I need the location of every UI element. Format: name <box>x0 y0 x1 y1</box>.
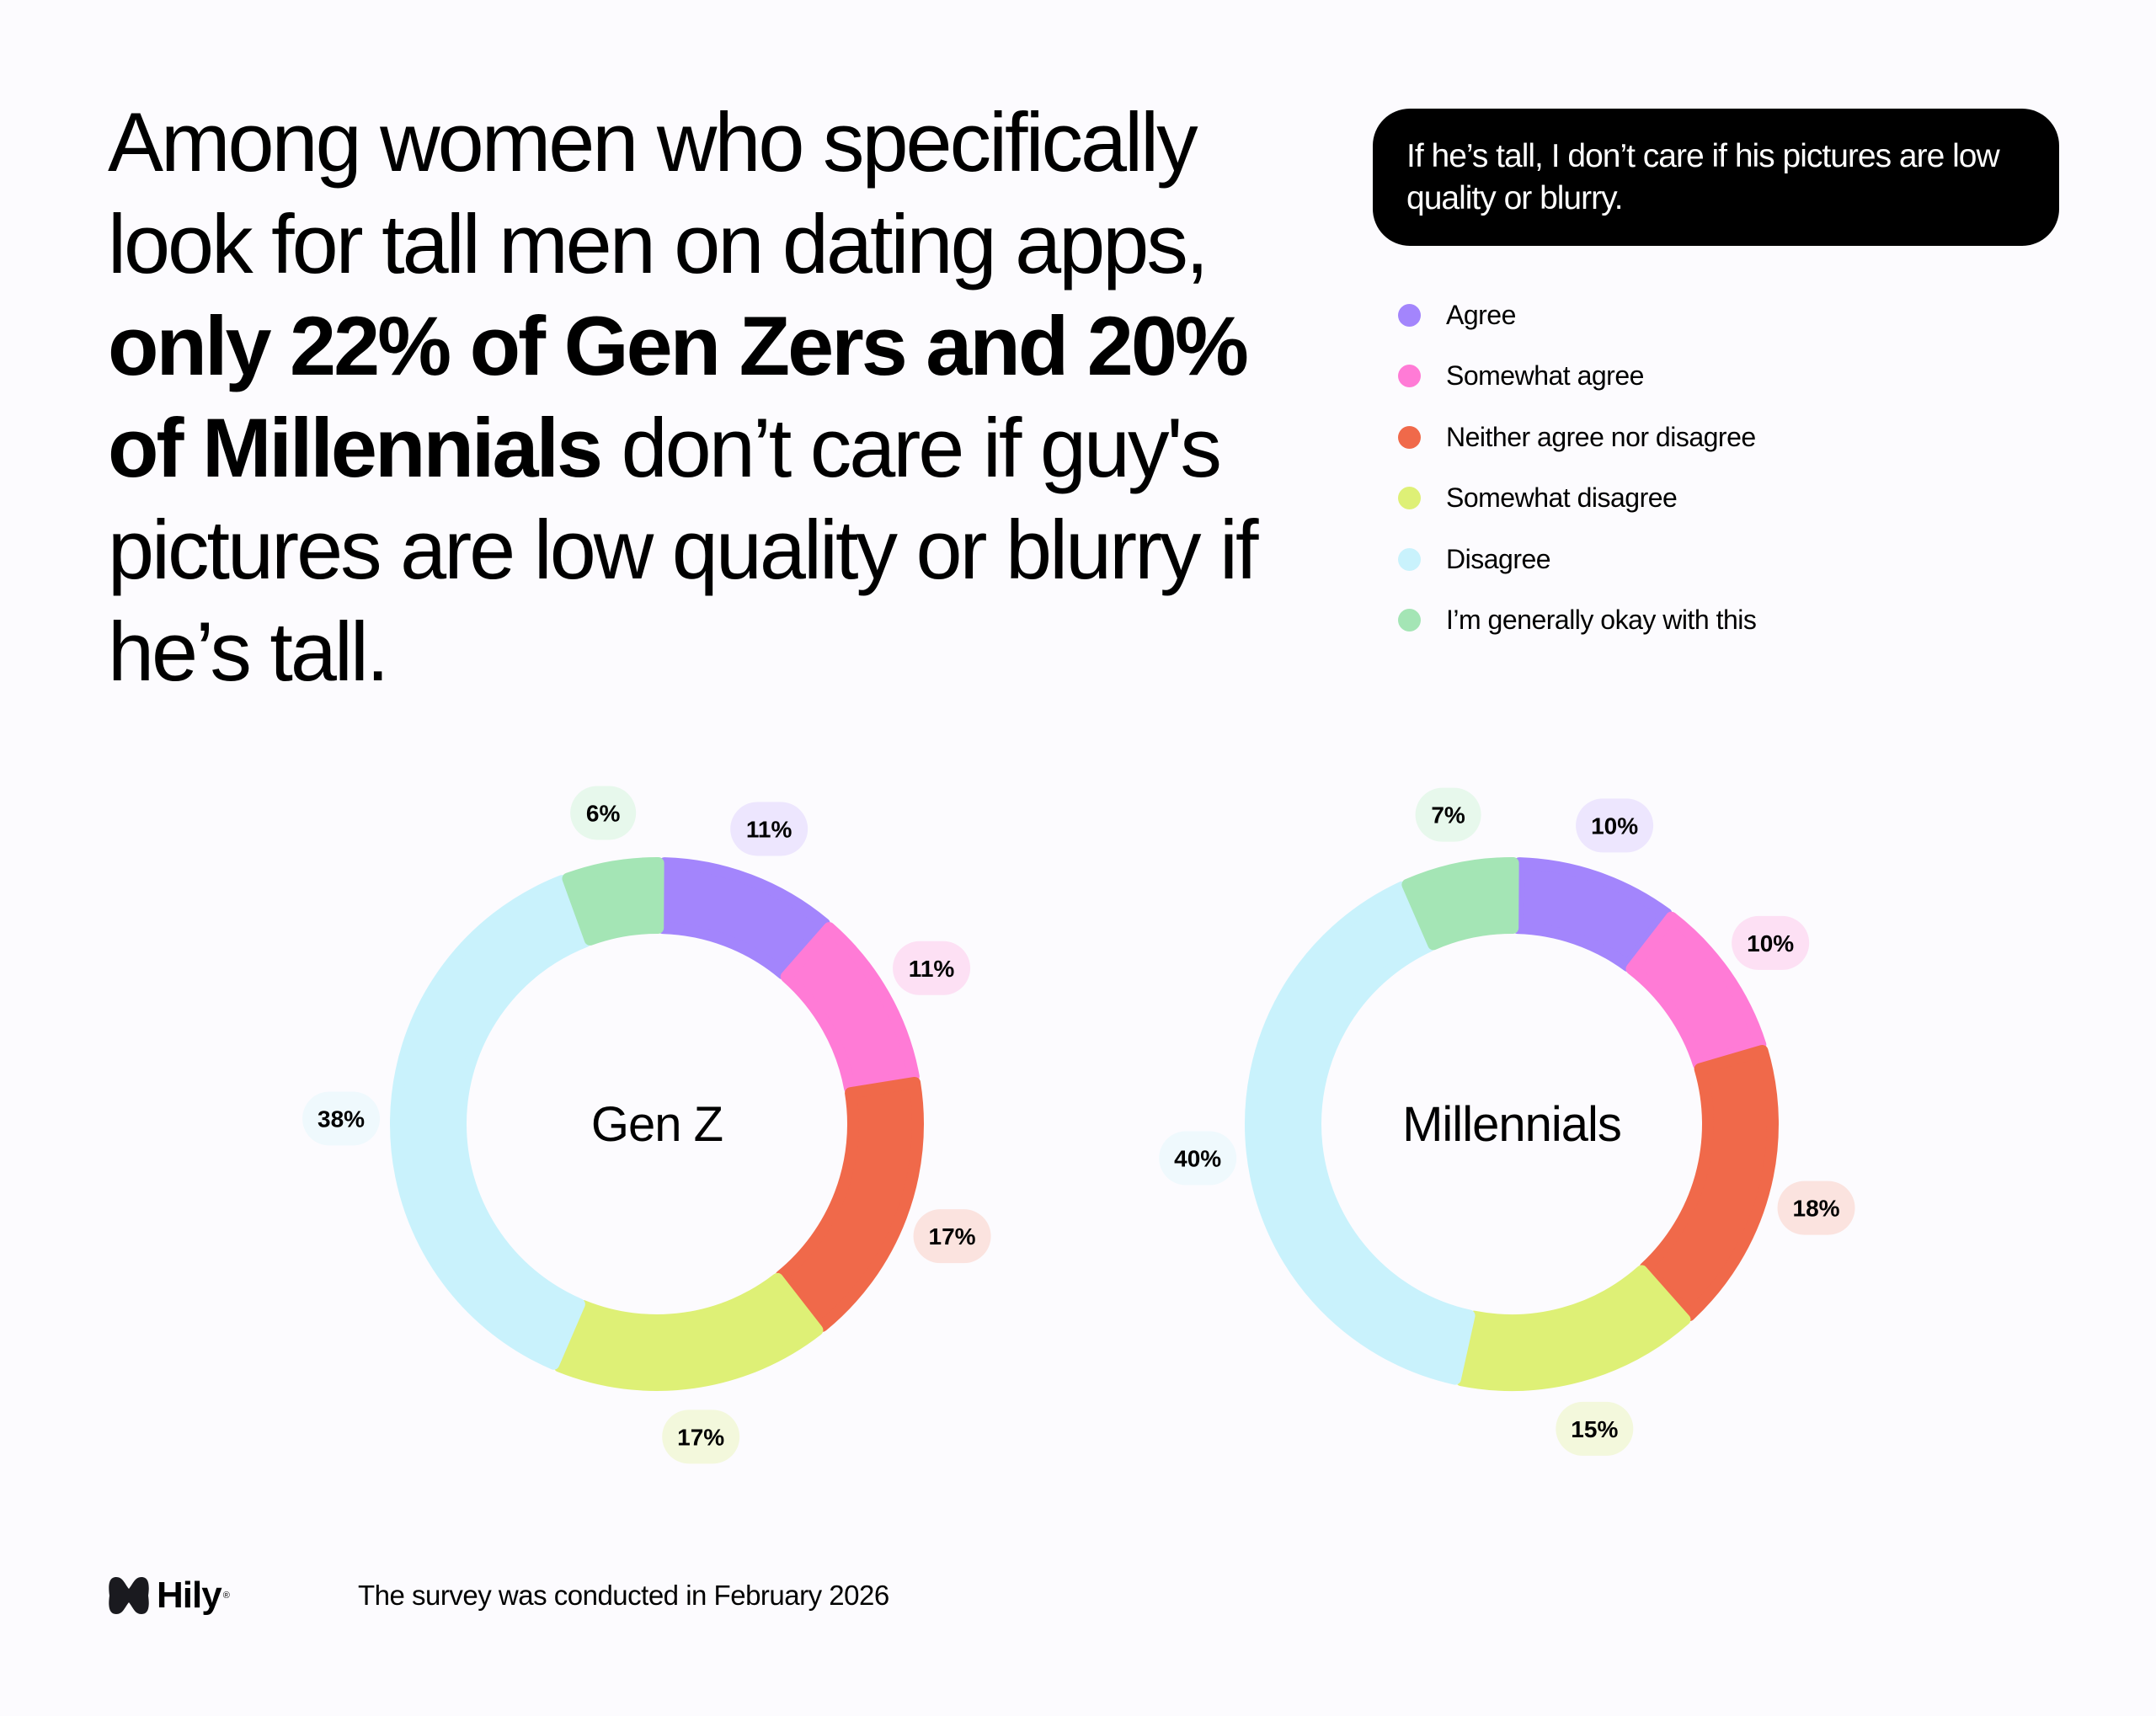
donut-millennials: 10% 10% 18% 15% 40% 7% Millennials <box>1159 787 1855 1456</box>
legend-item-agree: Agree <box>1398 285 1756 346</box>
label-pill-disagree <box>302 1091 381 1146</box>
data-label-agree: 11% <box>746 816 792 842</box>
hily-logo: Hily ® <box>108 1575 230 1617</box>
data-label-somewhat-disagree: 15% <box>1571 1416 1618 1442</box>
segment-neither <box>1639 1044 1779 1322</box>
legend-dot-icon <box>1398 487 1421 510</box>
legend-dot-icon <box>1398 303 1421 327</box>
data-label-okay: 7% <box>1431 802 1465 829</box>
legend-dot-icon <box>1398 609 1421 632</box>
donut-gen-z: 11% 11% 17% 17% 38% 6% Gen Z <box>302 786 991 1464</box>
segment-okay <box>1401 856 1519 951</box>
data-label-somewhat-disagree: 17% <box>677 1424 724 1450</box>
label-pill-somewhat-disagree <box>662 1410 740 1464</box>
legend-item-disagree: Disagree <box>1398 529 1756 590</box>
legend: Agree Somewhat agree Neither agree nor d… <box>1398 285 1757 652</box>
data-label-disagree: 40% <box>1174 1145 1221 1171</box>
data-label-somewhat-agree: 10% <box>1747 930 1794 957</box>
data-label-okay: 6% <box>586 800 621 826</box>
chart-title: Millennials <box>1402 1097 1621 1152</box>
headline: Among women who specifically look for ta… <box>108 91 1321 702</box>
segment-disagree <box>1245 881 1476 1385</box>
segment-disagree <box>390 875 592 1370</box>
data-label-agree: 10% <box>1591 813 1638 839</box>
headline-part1: Among women who specifically look for ta… <box>108 95 1209 290</box>
segment-somewhat-agree <box>780 922 920 1095</box>
data-label-neither: 18% <box>1793 1196 1840 1222</box>
hily-logo-icon <box>109 1577 149 1614</box>
label-pill-neither <box>1777 1180 1855 1235</box>
data-label-somewhat-agree: 11% <box>909 956 955 982</box>
legend-label: Somewhat agree <box>1446 360 1644 392</box>
data-label-neither: 17% <box>929 1223 976 1250</box>
segment-agree <box>656 857 830 980</box>
label-pill-disagree <box>1159 1131 1237 1186</box>
footer: Hily ® <box>108 1575 230 1617</box>
label-pill-neither <box>913 1209 991 1264</box>
legend-item-neither: Neither agree nor disagree <box>1398 407 1756 468</box>
legend-label: Somewhat disagree <box>1446 482 1678 514</box>
label-pill-agree <box>730 802 808 856</box>
legend-dot-icon <box>1398 425 1421 449</box>
question-box: If he’s tall, I don’t care if his pictur… <box>1373 109 2059 246</box>
legend-item-somewhat-agree: Somewhat agree <box>1398 346 1756 408</box>
chart-title: Gen Z <box>591 1097 723 1152</box>
registered-mark: ® <box>222 1591 230 1601</box>
legend-item-somewhat-disagree: Somewhat disagree <box>1398 468 1756 530</box>
label-pill-somewhat-agree <box>1732 915 1810 970</box>
label-pill-somewhat-agree <box>893 941 971 995</box>
survey-note: The survey was conducted in February 202… <box>358 1580 889 1611</box>
segment-neither <box>775 1076 924 1332</box>
label-pill-okay <box>1415 787 1481 842</box>
segment-okay <box>562 856 664 946</box>
label-pill-agree <box>1576 798 1654 853</box>
label-pill-somewhat-disagree <box>1556 1401 1634 1456</box>
label-pill-okay <box>570 786 637 840</box>
segment-somewhat-disagree <box>1455 1265 1691 1391</box>
legend-label: Agree <box>1446 299 1516 330</box>
legend-label: I’m generally okay with this <box>1446 605 1757 636</box>
segment-somewhat-disagree <box>553 1272 824 1391</box>
headline-bold: only 22% of Gen Zers and 20% of Millenni… <box>108 299 1249 494</box>
legend-item-okay: I’m generally okay with this <box>1398 590 1757 652</box>
legend-dot-icon <box>1398 365 1421 388</box>
legend-label: Neither agree nor disagree <box>1446 421 1756 452</box>
brand-name: Hily <box>157 1575 222 1616</box>
legend-dot-icon <box>1398 547 1421 571</box>
data-label-disagree: 38% <box>318 1106 365 1132</box>
legend-label: Disagree <box>1446 543 1551 574</box>
headline-part2: don’t care if guy's pictures are low qua… <box>108 401 1259 698</box>
